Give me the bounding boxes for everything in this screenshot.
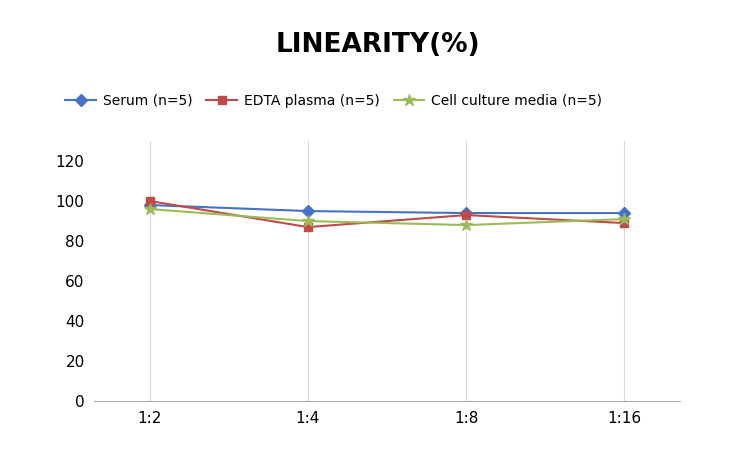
Serum (n=5) [620,210,629,216]
Cell culture media (n=5) [620,216,629,222]
EDTA plasma (n=5) [304,225,313,230]
Serum (n=5) [461,210,470,216]
EDTA plasma (n=5) [620,221,629,226]
Text: LINEARITY(%): LINEARITY(%) [275,32,480,58]
Serum (n=5) [304,208,313,214]
Line: Serum (n=5): Serum (n=5) [146,201,628,217]
EDTA plasma (n=5) [145,198,154,204]
Serum (n=5) [145,202,154,208]
Cell culture media (n=5) [145,207,154,212]
Line: Cell culture media (n=5): Cell culture media (n=5) [143,203,630,231]
EDTA plasma (n=5) [461,212,470,218]
Cell culture media (n=5) [461,222,470,228]
Line: EDTA plasma (n=5): EDTA plasma (n=5) [146,197,628,231]
Legend: Serum (n=5), EDTA plasma (n=5), Cell culture media (n=5): Serum (n=5), EDTA plasma (n=5), Cell cul… [60,88,608,113]
Cell culture media (n=5) [304,218,313,224]
